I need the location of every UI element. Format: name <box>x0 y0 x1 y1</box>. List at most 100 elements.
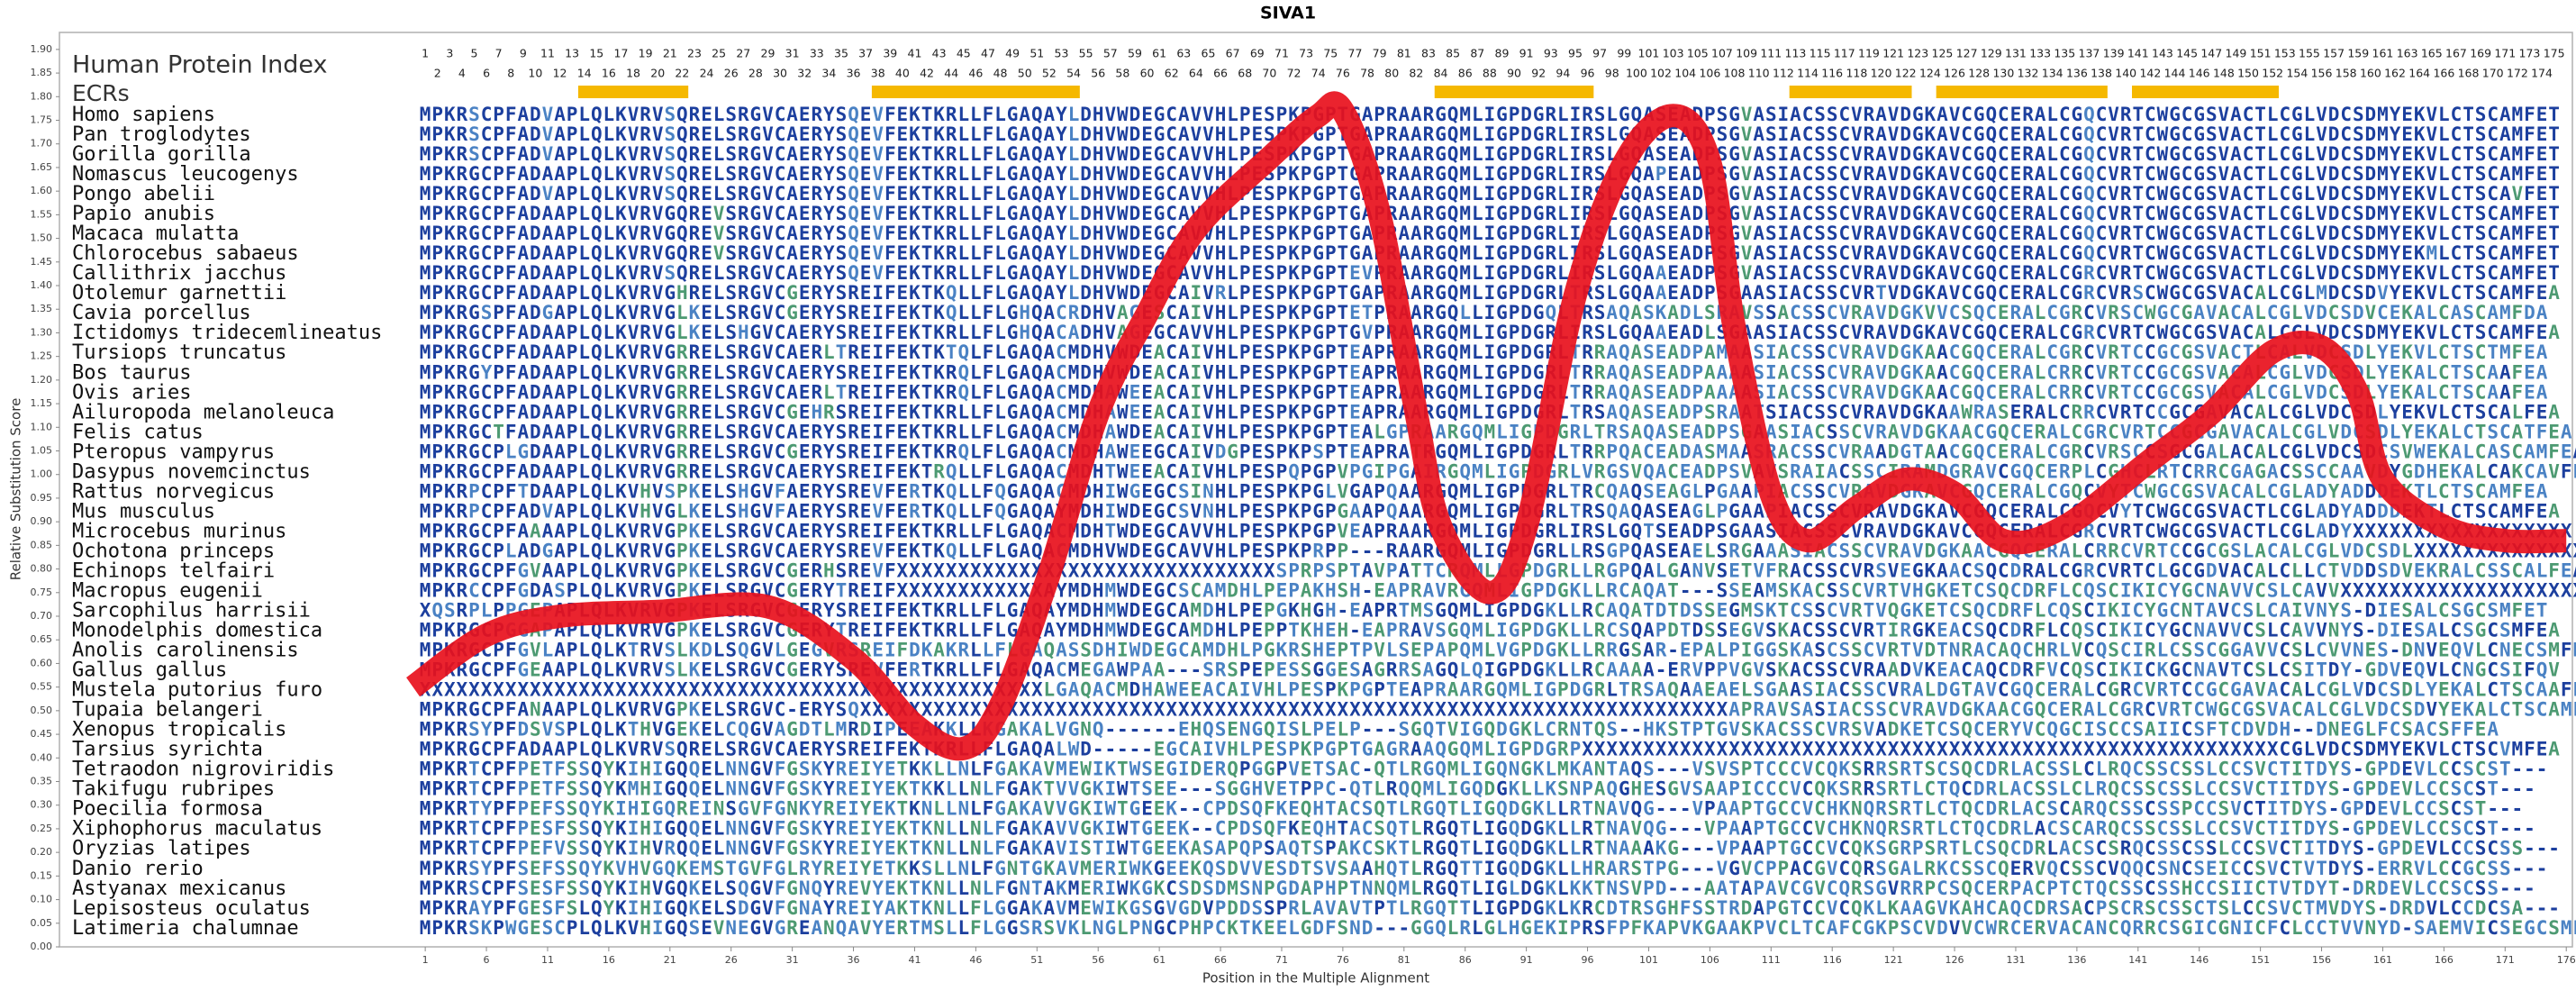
residue: G <box>1900 302 1911 323</box>
residue: S <box>2463 480 2474 502</box>
residue: E <box>799 262 811 284</box>
residue: V <box>2096 341 2108 363</box>
residue: A <box>1765 421 1777 442</box>
residue: A <box>1680 559 1692 581</box>
residue: Q <box>591 104 603 125</box>
x-tick-label: 31 <box>786 954 799 966</box>
residue: A <box>1178 163 1190 185</box>
position-number: 112 <box>1773 67 1794 80</box>
residue: S <box>1264 500 1275 522</box>
residue: Q <box>591 441 603 462</box>
residue: K <box>444 520 456 541</box>
residue: A <box>1631 341 1643 363</box>
residue: K <box>444 223 456 244</box>
residue: L <box>2304 143 2316 165</box>
position-number: 40 <box>895 67 910 80</box>
residue: G <box>1312 480 1324 502</box>
residue: E <box>701 143 712 165</box>
residue: R <box>848 341 859 363</box>
residue: A <box>517 203 529 224</box>
residue: I <box>1191 361 1202 383</box>
residue: V <box>2218 104 2230 125</box>
residue: C <box>2169 600 2181 622</box>
residue: C <box>2218 460 2230 482</box>
residue: C <box>1790 302 1801 323</box>
residue: K <box>933 183 945 205</box>
residue: Q <box>1447 600 1459 622</box>
residue: I <box>1374 460 1385 482</box>
residue: E <box>1349 441 1361 462</box>
residue: L <box>957 620 969 641</box>
residue: M <box>420 123 431 145</box>
residue: C <box>1802 203 1814 224</box>
y-tick-label: 0.90 <box>31 515 53 527</box>
residue: G <box>468 421 480 442</box>
residue: G <box>1349 183 1361 205</box>
residue: C <box>775 143 786 165</box>
residue: L <box>994 282 1006 304</box>
residue: Q <box>1631 223 1643 244</box>
residue: W <box>2157 203 2169 224</box>
residue: A <box>542 163 554 185</box>
residue: G <box>2083 421 2095 442</box>
residue: Q <box>591 163 603 185</box>
residue: G <box>2291 163 2303 185</box>
x-tick-label: 71 <box>1275 954 1288 966</box>
y-tick-label: 1.35 <box>31 303 53 314</box>
residue: C <box>2059 322 2071 343</box>
residue: C <box>2096 163 2108 185</box>
residue: S <box>836 302 848 323</box>
residue: R <box>1386 441 1398 462</box>
residue: G <box>2169 401 2181 423</box>
residue: C <box>2499 421 2511 442</box>
residue: E <box>701 361 712 383</box>
residue: F <box>884 242 896 264</box>
residue: G <box>1533 163 1545 185</box>
residue: K <box>689 540 701 561</box>
residue: E <box>2401 401 2413 423</box>
residue: P <box>493 242 504 264</box>
residue: M <box>1459 104 1471 125</box>
residue: P <box>1509 262 1520 284</box>
position-number: 105 <box>1687 47 1709 60</box>
residue: V <box>1888 322 1900 343</box>
y-tick-label: 1.10 <box>31 421 53 432</box>
position-number: 8 <box>507 67 514 80</box>
residue: P <box>1276 421 1288 442</box>
residue: S <box>836 262 848 284</box>
residue: K <box>933 262 945 284</box>
residue: A <box>1178 460 1190 482</box>
residue: A <box>1937 262 1948 284</box>
position-number: 98 <box>1605 67 1619 80</box>
residue: Q <box>1447 361 1459 383</box>
residue: V <box>1851 322 1863 343</box>
residue: S <box>2243 600 2254 622</box>
residue: A <box>1410 540 1422 561</box>
residue: V <box>1202 460 1214 482</box>
residue: V <box>1435 579 1447 601</box>
residue: V <box>1838 341 1850 363</box>
residue: C <box>1166 600 1177 622</box>
residue: L <box>2267 262 2279 284</box>
residue: D <box>2390 540 2401 561</box>
residue: K <box>615 579 627 601</box>
residue: V <box>1851 262 1863 284</box>
residue: P <box>1325 262 1337 284</box>
residue: S <box>725 520 737 541</box>
residue: Y <box>2390 104 2401 125</box>
residue: R <box>946 620 957 641</box>
residue: F <box>505 223 517 244</box>
residue: E <box>860 104 872 125</box>
residue: G <box>2157 361 2169 383</box>
residue: S <box>2353 262 2364 284</box>
residue: A <box>542 381 554 403</box>
residue: A <box>1704 381 1716 403</box>
residue: D <box>2353 302 2364 323</box>
residue: M <box>1459 242 1471 264</box>
residue: T <box>1937 600 1948 622</box>
residue: M <box>420 262 431 284</box>
residue: K <box>2426 559 2437 581</box>
residue: Q <box>1447 223 1459 244</box>
residue: L <box>957 480 969 502</box>
residue: V <box>1202 104 1214 125</box>
